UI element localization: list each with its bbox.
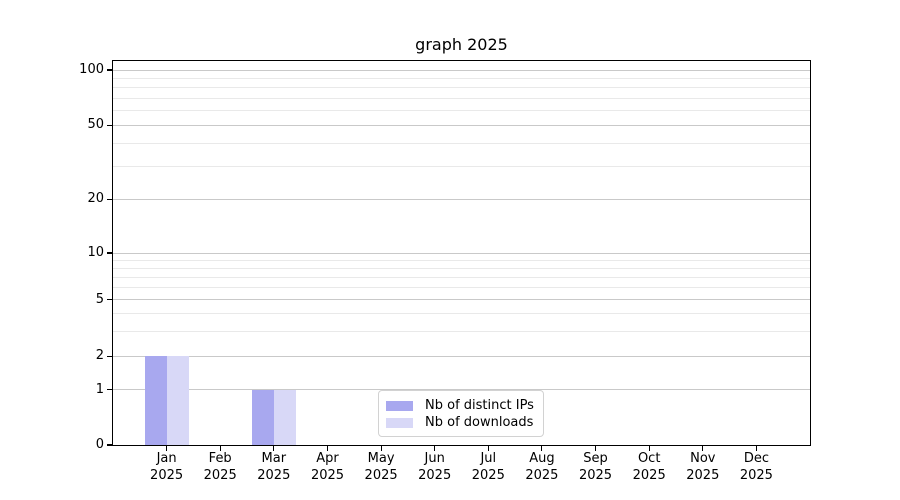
minor-gridline	[113, 97, 810, 99]
legend-label-downloads: Nb of downloads	[425, 415, 534, 430]
minor-gridline	[113, 165, 810, 167]
legend: Nb of distinct IPs Nb of downloads	[378, 390, 544, 437]
x-tick-label-aug: Aug 2025	[525, 451, 559, 483]
y-tick-label-5: 5	[95, 291, 104, 307]
major-gridline-50	[113, 124, 810, 126]
x-tick-mark-sep	[594, 445, 597, 451]
x-tick-mark-apr	[326, 445, 329, 451]
y-tick-label-10: 10	[87, 245, 104, 260]
y-tick-label-1: 1	[95, 381, 104, 397]
bar-nb-of-downloads-jan	[166, 356, 189, 445]
x-tick-label-may: May 2025	[364, 451, 398, 483]
legend-swatch-distinct-ips	[386, 400, 413, 411]
x-tick-mark-may	[380, 445, 382, 451]
minor-gridline	[113, 287, 810, 288]
x-tick-label-dec: Dec 2025	[739, 451, 773, 483]
minor-gridline	[113, 110, 810, 112]
minor-gridline	[113, 142, 810, 144]
y-tick-label-2: 2	[95, 348, 104, 364]
y-tick-mark-100	[107, 69, 113, 71]
chart-title: graph 2025	[415, 35, 508, 54]
y-tick-label-50: 50	[87, 117, 104, 133]
legend-entry-distinct-ips: Nb of distinct IPs	[386, 397, 534, 414]
y-tick-label-0: 0	[95, 437, 104, 452]
bar-nb-of-distinct-ips-jan	[144, 356, 167, 445]
x-tick-mark-mar	[273, 445, 275, 451]
x-tick-mark-aug	[541, 445, 543, 451]
x-tick-label-jul: Jul 2025	[471, 451, 505, 483]
y-tick-mark-0	[107, 444, 113, 446]
x-tick-label-sep: Sep 2025	[578, 451, 613, 483]
legend-swatch-downloads	[386, 417, 413, 428]
y-tick-mark-50	[107, 124, 113, 126]
y-tick-mark-5	[107, 299, 113, 301]
major-gridline-10	[113, 252, 810, 254]
x-tick-mark-nov	[702, 445, 704, 451]
x-tick-label-nov: Nov 2025	[686, 451, 720, 483]
plot-area	[113, 61, 810, 445]
major-gridline-20	[113, 198, 810, 200]
y-tick-mark-1	[107, 389, 113, 391]
x-tick-label-mar: Mar 2025	[257, 451, 291, 483]
minor-gridline	[113, 87, 810, 89]
y-tick-label-20: 20	[87, 191, 104, 207]
bar-nb-of-downloads-mar	[273, 389, 296, 445]
minor-gridline	[113, 267, 810, 269]
x-tick-mark-jun	[434, 445, 436, 451]
major-gridline-2	[113, 355, 810, 357]
y-tick-mark-10	[107, 252, 113, 254]
minor-gridline	[113, 259, 810, 261]
minor-gridline	[113, 77, 810, 79]
bar-nb-of-distinct-ips-mar	[251, 389, 274, 445]
minor-gridline	[113, 313, 810, 315]
x-tick-mark-jul	[487, 445, 489, 451]
x-tick-label-apr: Apr 2025	[310, 451, 345, 483]
major-gridline-1	[113, 389, 810, 391]
major-gridline-100	[113, 69, 810, 71]
y-tick-mark-20	[107, 198, 113, 200]
legend-label-distinct-ips: Nb of distinct IPs	[425, 398, 534, 413]
x-tick-mark-jan	[166, 445, 168, 451]
y-tick-mark-2	[107, 355, 113, 357]
x-tick-mark-dec	[755, 445, 757, 451]
x-tick-label-jan: Jan 2025	[150, 451, 184, 483]
x-tick-label-feb: Feb 2025	[203, 451, 237, 483]
major-gridline-5	[113, 299, 810, 301]
y-tick-label-100: 100	[79, 62, 104, 77]
x-tick-label-jun: Jun 2025	[418, 451, 452, 483]
x-tick-mark-feb	[219, 445, 221, 451]
minor-gridline	[113, 330, 810, 332]
legend-entry-downloads: Nb of downloads	[386, 414, 534, 431]
x-tick-mark-oct	[648, 445, 650, 451]
minor-gridline	[113, 276, 810, 278]
x-tick-label-oct: Oct 2025	[632, 451, 666, 483]
